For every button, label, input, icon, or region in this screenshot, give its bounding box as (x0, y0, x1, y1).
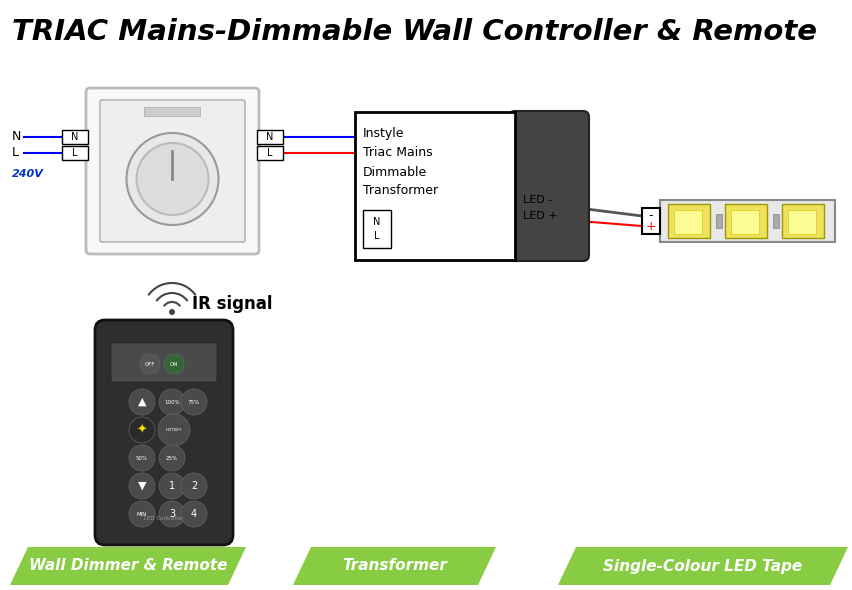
FancyBboxPatch shape (95, 320, 233, 545)
Bar (354, 112, 515, 260)
Text: ✦: ✦ (136, 424, 147, 437)
Text: Wall Dimmer & Remote: Wall Dimmer & Remote (29, 559, 227, 573)
Text: ON: ON (170, 362, 178, 366)
Text: N: N (72, 132, 78, 142)
Text: L: L (374, 231, 379, 241)
Bar (772, 214, 778, 228)
Text: -: - (648, 209, 653, 222)
Circle shape (181, 501, 207, 527)
Text: 50%: 50% (135, 455, 148, 461)
Bar (363, 210, 390, 248)
Text: L: L (267, 148, 273, 158)
Bar (659, 200, 834, 242)
Text: 4: 4 (191, 509, 197, 519)
Polygon shape (557, 547, 847, 585)
Bar (144, 107, 199, 116)
Circle shape (164, 354, 184, 374)
Text: ▼: ▼ (137, 481, 146, 491)
Text: 240V: 240V (12, 169, 43, 179)
Circle shape (129, 389, 155, 415)
Text: Transformer: Transformer (363, 185, 438, 198)
Circle shape (129, 417, 155, 443)
Text: LED -: LED - (522, 195, 551, 205)
Bar (667, 204, 709, 238)
FancyBboxPatch shape (86, 88, 259, 254)
Bar (673, 210, 701, 234)
Text: L: L (12, 146, 19, 159)
Text: LED +: LED + (522, 211, 561, 221)
Bar (715, 214, 721, 228)
Polygon shape (292, 547, 495, 585)
FancyBboxPatch shape (111, 343, 216, 382)
Circle shape (158, 473, 185, 499)
Circle shape (158, 445, 185, 471)
Text: LED Controller: LED Controller (144, 516, 183, 522)
Circle shape (158, 389, 185, 415)
Circle shape (158, 501, 185, 527)
Bar (62, 130, 88, 144)
Text: N: N (373, 217, 380, 227)
Circle shape (129, 445, 155, 471)
Circle shape (169, 309, 175, 315)
FancyBboxPatch shape (100, 100, 245, 242)
Circle shape (136, 143, 208, 215)
FancyBboxPatch shape (509, 111, 589, 261)
Text: IR signal: IR signal (192, 295, 272, 313)
Text: N: N (12, 130, 21, 143)
Bar (730, 210, 758, 234)
Text: 25%: 25% (166, 455, 178, 461)
Bar (256, 146, 283, 160)
Text: Instyle: Instyle (363, 127, 404, 140)
Text: 75%: 75% (187, 399, 200, 405)
Text: OFF: OFF (145, 362, 155, 366)
Text: Triac Mains: Triac Mains (363, 146, 432, 159)
Text: 2: 2 (191, 481, 197, 491)
Bar (781, 204, 823, 238)
Bar (724, 204, 766, 238)
Text: TRIAC Mains-Dimmable Wall Controller & Remote: TRIAC Mains-Dimmable Wall Controller & R… (12, 18, 816, 46)
Text: Transformer: Transformer (342, 559, 446, 573)
Circle shape (158, 414, 190, 446)
Bar (62, 146, 88, 160)
Text: +: + (645, 219, 655, 232)
Circle shape (140, 354, 160, 374)
Text: 100%: 100% (164, 399, 180, 405)
Text: MIN: MIN (136, 512, 147, 516)
Circle shape (126, 133, 218, 225)
Text: Single-Colour LED Tape: Single-Colour LED Tape (602, 559, 802, 573)
Circle shape (181, 473, 207, 499)
Circle shape (129, 473, 155, 499)
Circle shape (181, 389, 207, 415)
Text: Dimmable: Dimmable (363, 166, 427, 179)
Text: L: L (72, 148, 78, 158)
Text: HOTKEY: HOTKEY (165, 428, 182, 432)
Bar (256, 130, 283, 144)
Bar (642, 208, 659, 234)
Text: 3: 3 (169, 509, 175, 519)
Circle shape (129, 501, 155, 527)
Text: ▲: ▲ (137, 397, 146, 407)
Bar (787, 210, 815, 234)
Polygon shape (10, 547, 245, 585)
Text: 1: 1 (169, 481, 175, 491)
Text: N: N (266, 132, 273, 142)
